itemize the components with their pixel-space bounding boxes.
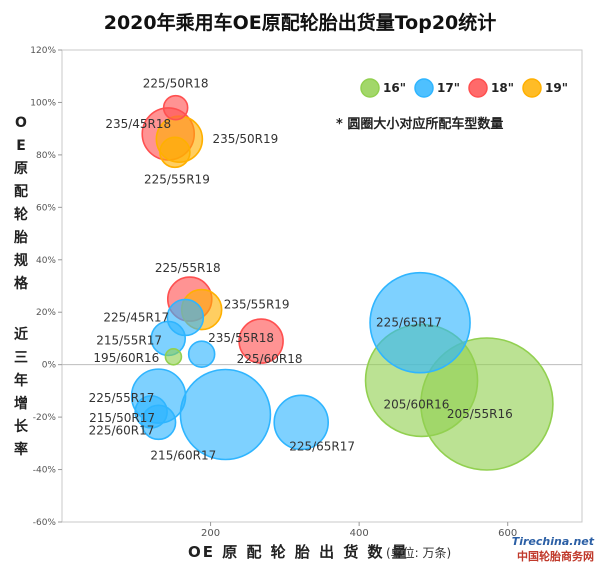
bubble-label-225-60r17: 225/60R17 <box>89 423 155 437</box>
bubble-label-235-50r19: 235/50R19 <box>212 132 278 146</box>
legend-label-16: 16" <box>383 81 406 95</box>
y-axis-label-char <box>8 296 34 324</box>
bubble-label-225-45r17: 225/45R17 <box>103 310 169 324</box>
bubble-label-235-55r19: 235/55R19 <box>224 298 290 312</box>
legend-swatch-16 <box>360 78 380 98</box>
legend: 16" 17" 18" 19" <box>360 78 568 98</box>
y-tick-label: 40% <box>36 256 56 266</box>
bubble-225-55r19 <box>159 136 191 169</box>
bubble-235-55r18 <box>238 318 284 364</box>
y-axis-label-char: 配 <box>14 184 28 200</box>
y-tick-label: -60% <box>33 518 57 528</box>
y-axis-label-char: E <box>16 138 26 154</box>
chart-title: 2020年乘用车OE原配轮胎出货量Top20统计 <box>103 12 497 34</box>
bubble-label-235-45r18: 235/45R18 <box>105 117 171 131</box>
bubble-label-225-55r18: 225/55R18 <box>155 261 221 275</box>
bubble-label-225-65r17: 225/65R17 <box>289 439 355 453</box>
brand-site-name: Tirechina.net <box>511 535 594 548</box>
bubble-label-225-55r19: 225/55R19 <box>144 172 210 186</box>
bubble-label-205-55r16: 205/55R16 <box>447 407 513 421</box>
x-tick-label: 600 <box>498 528 517 539</box>
axes: -60% -40% -20% 0% 20% 40% 60% 80% 100% 120% 200 400… <box>30 46 583 539</box>
bubble-label-235-55r18: 235/55R18 <box>208 331 274 345</box>
y-tick-label: 100% <box>30 98 56 108</box>
plot-border <box>61 49 583 523</box>
bubble-label-215-50r17: 215/50R17 <box>89 411 155 425</box>
y-tick-label: -20% <box>33 413 57 423</box>
y-axis-label-char: 格 <box>14 276 28 292</box>
bubble-195-60r16 <box>164 347 183 366</box>
bubble-label-205-60r16: 205/60R16 <box>384 397 450 411</box>
legend-label-19: 19" <box>545 81 568 95</box>
bubble-215-60r17 <box>179 368 272 461</box>
y-tick-label: 20% <box>36 308 56 318</box>
legend-label-18: 18" <box>491 81 514 95</box>
y-axis-label-char: 率 <box>14 442 28 458</box>
y-tick-label: 60% <box>36 203 56 213</box>
legend-swatch-19 <box>522 78 542 98</box>
y-axis-label-char: 年 <box>14 373 28 389</box>
bubble-225-50r18 <box>162 94 189 121</box>
bubble-label-215-60r17: 215/60R17 <box>150 448 216 462</box>
y-tick-label: 80% <box>36 151 56 161</box>
x-axis-label: OE 原 配 轮 胎 出 货 数 量 <box>188 543 409 561</box>
bubble-215-50r17 <box>134 395 168 429</box>
legend-note: * 圆圈大小对应所配车型数量 <box>336 116 503 132</box>
legend-swatch-18 <box>468 78 488 98</box>
brand-chinese-name: 中国轮胎商务网 <box>517 550 594 563</box>
bubble-label-225-55r17: 225/55R17 <box>89 391 155 405</box>
bubble-label-225-50r18: 225/50R18 <box>143 77 209 91</box>
legend-swatch-17 <box>414 78 434 98</box>
y-axis-label-char: 规 <box>14 253 28 269</box>
y-axis-label-char: 近 <box>14 327 28 343</box>
site-brand: Tirechina.net 中国轮胎商务网 <box>512 535 594 564</box>
bubble-label-225-65r17: 225/65R17 <box>376 316 442 330</box>
y-axis-label-char: O <box>15 115 27 131</box>
x-axis-unit: (单位: 万条) <box>386 546 452 560</box>
bubble-label-225-60r18: 225/60R18 <box>237 352 303 366</box>
bubble-225-65r17 <box>273 394 330 451</box>
bubble-label-195-60r16: 195/60R16 <box>93 351 159 365</box>
y-tick-label: 120% <box>30 46 56 56</box>
x-tick-label: 200 <box>201 528 220 539</box>
y-tick-label: -40% <box>33 466 57 476</box>
bubble-labels: 225/50R18 235/45R18 235/50R19 225/55R19 225/… <box>89 77 513 463</box>
bubbles <box>130 94 554 471</box>
y-axis-label-char: 原 <box>14 161 28 177</box>
bubble-225-65r17 <box>369 271 471 374</box>
y-tick-label: 0% <box>42 361 57 371</box>
legend-label-17: 17" <box>437 81 460 95</box>
y-axis-label-char: 胎 <box>14 230 28 246</box>
bubble-225-60r18 <box>187 340 216 368</box>
bubble-label-215-55r17: 215/55R17 <box>96 333 162 347</box>
y-axis-label-char: 轮 <box>14 207 28 223</box>
y-axis-label-char: 长 <box>14 419 28 435</box>
y-axis-label-char: 增 <box>14 396 28 412</box>
y-axis-label-char: 三 <box>14 350 28 366</box>
x-tick-label: 400 <box>350 528 369 539</box>
